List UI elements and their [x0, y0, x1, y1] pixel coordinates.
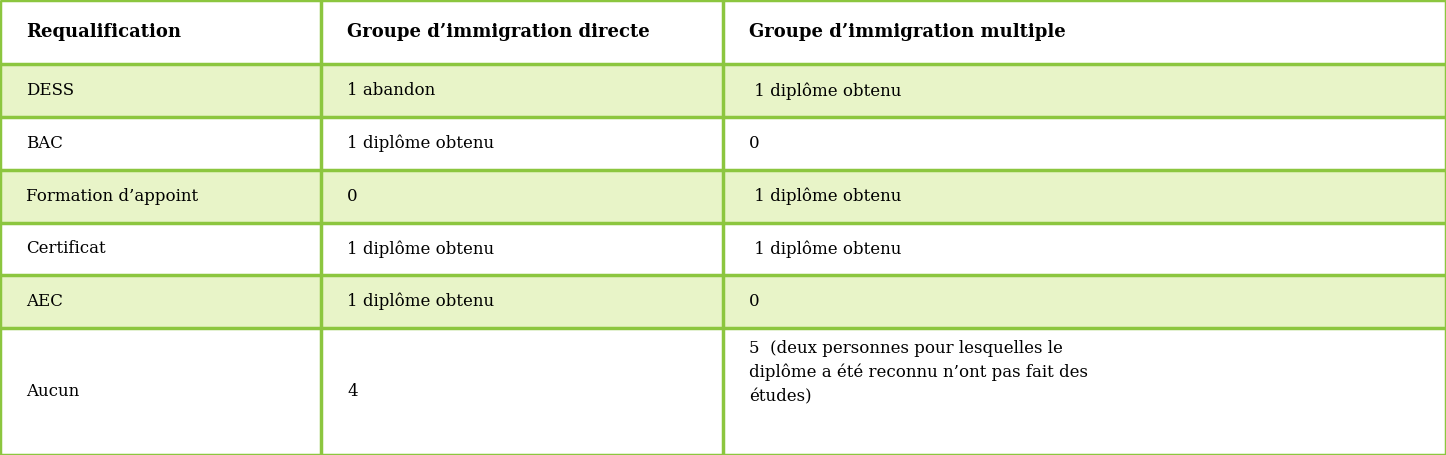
Text: 1 diplôme obtenu: 1 diplôme obtenu	[347, 293, 495, 310]
Text: Formation d’appoint: Formation d’appoint	[26, 187, 198, 205]
Text: AEC: AEC	[26, 293, 64, 310]
Bar	[0, 275, 321, 328]
Bar	[723, 170, 1446, 222]
Bar	[723, 222, 1446, 275]
Bar	[723, 0, 1446, 65]
Bar	[321, 170, 723, 222]
Text: 5  (deux personnes pour lesquelles le
diplôme a été reconnu n’ont pas fait des
é: 5 (deux personnes pour lesquelles le dip…	[749, 340, 1087, 405]
Text: Requalification: Requalification	[26, 23, 181, 41]
Bar	[0, 170, 321, 222]
Text: Groupe d’immigration multiple: Groupe d’immigration multiple	[749, 23, 1066, 41]
Bar	[723, 275, 1446, 328]
Text: 0: 0	[749, 135, 759, 152]
Text: 0: 0	[749, 293, 759, 310]
Text: DESS: DESS	[26, 82, 74, 99]
Text: Certificat: Certificat	[26, 240, 106, 258]
Text: BAC: BAC	[26, 135, 64, 152]
Bar	[321, 328, 723, 455]
Text: 1 diplôme obtenu: 1 diplôme obtenu	[347, 240, 495, 258]
Bar	[321, 65, 723, 117]
Bar	[0, 222, 321, 275]
Bar	[321, 0, 723, 65]
Bar	[0, 65, 321, 117]
Text: 0: 0	[347, 187, 357, 205]
Bar	[0, 117, 321, 170]
Text: Groupe d’immigration directe: Groupe d’immigration directe	[347, 23, 649, 41]
Text: 1 diplôme obtenu: 1 diplôme obtenu	[749, 240, 901, 258]
Bar	[0, 328, 321, 455]
Bar	[723, 328, 1446, 455]
Bar	[321, 275, 723, 328]
Bar	[321, 117, 723, 170]
Text: 1 diplôme obtenu: 1 diplôme obtenu	[749, 82, 901, 100]
Text: 1 diplôme obtenu: 1 diplôme obtenu	[749, 187, 901, 205]
Text: Aucun: Aucun	[26, 383, 80, 400]
Text: 1 diplôme obtenu: 1 diplôme obtenu	[347, 135, 495, 152]
Text: 1 abandon: 1 abandon	[347, 82, 435, 99]
Bar	[0, 0, 321, 65]
Bar	[723, 65, 1446, 117]
Text: 4: 4	[347, 383, 357, 400]
Bar	[723, 117, 1446, 170]
Bar	[321, 222, 723, 275]
